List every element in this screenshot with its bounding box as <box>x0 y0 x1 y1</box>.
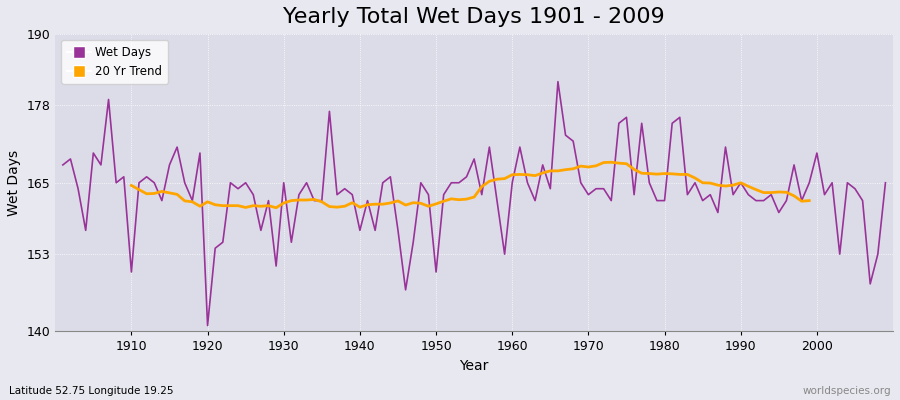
Title: Yearly Total Wet Days 1901 - 2009: Yearly Total Wet Days 1901 - 2009 <box>284 7 665 27</box>
Y-axis label: Wet Days: Wet Days <box>7 150 21 216</box>
X-axis label: Year: Year <box>460 359 489 373</box>
Text: Latitude 52.75 Longitude 19.25: Latitude 52.75 Longitude 19.25 <box>9 386 174 396</box>
Legend: Wet Days, 20 Yr Trend: Wet Days, 20 Yr Trend <box>61 40 168 84</box>
Text: worldspecies.org: worldspecies.org <box>803 386 891 396</box>
